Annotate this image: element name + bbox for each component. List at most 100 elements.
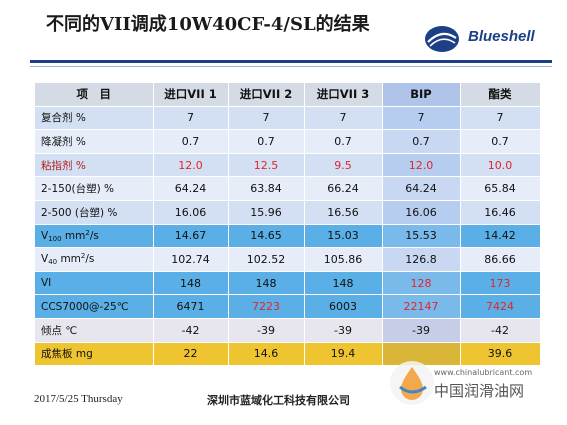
- table-cell: 148: [304, 271, 383, 296]
- table-row: V100 mm2/s 14.67 14.65 15.03 15.53 14.42: [35, 224, 541, 249]
- table-cell: 148: [153, 271, 229, 296]
- row-label: V100 mm2/s: [35, 224, 154, 249]
- footer-date: 2017/5/25 Thursday: [34, 393, 123, 405]
- table-cell: 12.5: [228, 153, 305, 178]
- table-cell: 15.96: [228, 200, 305, 225]
- table-cell: 7: [153, 106, 229, 131]
- table-cell: 16.06: [153, 200, 229, 225]
- blueshell-logo: Blueshell: [424, 24, 554, 56]
- label-subscript: 40: [48, 258, 58, 267]
- footer-company: 深圳市蓝域化工科技有限公司: [207, 394, 350, 407]
- row-label: 复合剂 %: [35, 106, 154, 131]
- table-row: 2-150(台塑) % 64.24 63.84 66.24 64.24 65.8…: [35, 176, 541, 201]
- label-unit: mm: [61, 229, 86, 242]
- row-label: VI: [35, 271, 154, 296]
- table-cell: 0.7: [382, 129, 461, 154]
- table-cell: 19.4: [304, 342, 383, 367]
- table-row: 倾点 ℃ -42 -39 -39 -39 -42: [35, 318, 541, 343]
- table-header-row: 项 目 进口VII 1 进口VII 2 进口VII 3 BIP 酯类: [35, 83, 541, 107]
- label-unit: mm: [57, 253, 81, 266]
- header-bip: BIP: [382, 83, 461, 107]
- title-divider: [30, 60, 552, 63]
- table-cell: 16.56: [304, 200, 383, 225]
- table-row: 粘指剂 % 12.0 12.5 9.5 12.0 10.0: [35, 153, 541, 178]
- label-unit-tail: /s: [89, 229, 99, 242]
- title-divider-thin: [30, 66, 552, 67]
- slide-title: 不同的VII调成10W40CF-4/SL的结果: [46, 14, 370, 35]
- table-cell: 12.0: [382, 153, 461, 178]
- table-cell: 148: [228, 271, 305, 296]
- header-vii-2: 进口VII 2: [228, 83, 305, 107]
- table-cell: 14.6: [228, 342, 305, 367]
- row-label: 倾点 ℃: [35, 318, 154, 343]
- label-superscript: 2: [80, 252, 86, 261]
- table-cell: 7: [460, 106, 541, 131]
- row-label: 成焦板 mg: [35, 342, 154, 367]
- watermark-url: www.chinalubricant.com: [434, 368, 533, 377]
- table-cell: 64.24: [153, 176, 229, 201]
- table-cell: -42: [460, 318, 541, 343]
- table-row: CCS7000@-25℃ 6471 7223 6003 22147 7424: [35, 294, 541, 319]
- table-cell: 22: [153, 342, 229, 367]
- results-table: 项 目 进口VII 1 进口VII 2 进口VII 3 BIP 酯类 复合剂 %…: [35, 83, 541, 367]
- row-label: 降凝剂 %: [35, 129, 154, 154]
- table-cell: 16.06: [382, 200, 461, 225]
- table-cell: -42: [153, 318, 229, 343]
- table-row: VI 148 148 148 128 173: [35, 271, 541, 296]
- table-cell: 64.24: [382, 176, 461, 201]
- table-cell: 7: [382, 106, 461, 131]
- table-cell: 22147: [382, 294, 461, 319]
- label-superscript: 2: [85, 228, 90, 237]
- label-main: V: [41, 229, 49, 242]
- row-label: V40 mm2/s: [35, 247, 154, 272]
- row-label: 粘指剂 %: [35, 153, 154, 178]
- header-vii-1: 进口VII 1: [153, 83, 229, 107]
- header-item: 项 目: [35, 83, 154, 107]
- table-cell: 126.8: [382, 247, 461, 272]
- table-cell: 9.5: [304, 153, 383, 178]
- table-cell: 105.86: [304, 247, 383, 272]
- header-vii-3: 进口VII 3: [304, 83, 383, 107]
- watermark-drop-icon: [390, 361, 434, 405]
- table-cell: 66.24: [304, 176, 383, 201]
- table-cell: 16.46: [460, 200, 541, 225]
- watermark-name: 中国润滑油网: [434, 382, 525, 400]
- table-cell: 7223: [228, 294, 305, 319]
- logo-text: Blueshell: [468, 28, 535, 45]
- header-ester: 酯类: [460, 83, 541, 107]
- table-cell: 63.84: [228, 176, 305, 201]
- table-cell: 6003: [304, 294, 383, 319]
- table-cell: 7424: [460, 294, 541, 319]
- shell-logo-icon: [425, 26, 459, 52]
- table-cell: 6471: [153, 294, 229, 319]
- table-cell: 86.66: [460, 247, 541, 272]
- table-cell: 7: [304, 106, 383, 131]
- label-unit-tail: /s: [85, 253, 95, 266]
- table-cell: 102.74: [153, 247, 229, 272]
- table-cell: -39: [228, 318, 305, 343]
- table-row: 降凝剂 % 0.7 0.7 0.7 0.7 0.7: [35, 129, 541, 154]
- row-label: 2-500 (台塑) %: [35, 200, 154, 225]
- table-cell: 39.6: [460, 342, 541, 367]
- table-row: 成焦板 mg 22 14.6 19.4 39.6: [35, 342, 541, 367]
- table-cell: 7: [228, 106, 305, 131]
- table-cell: 14.42: [460, 224, 541, 249]
- table-row: 复合剂 % 7 7 7 7 7: [35, 106, 541, 131]
- table-cell: 102.52: [228, 247, 305, 272]
- table-cell: 14.67: [153, 224, 229, 249]
- row-label: 2-150(台塑) %: [35, 176, 154, 201]
- table-cell: 12.0: [153, 153, 229, 178]
- table-cell: 128: [382, 271, 461, 296]
- table-cell: 65.84: [460, 176, 541, 201]
- label-main: V: [41, 253, 49, 266]
- table-row: 2-500 (台塑) % 16.06 15.96 16.56 16.06 16.…: [35, 200, 541, 225]
- table-cell: 10.0: [460, 153, 541, 178]
- table-cell: -39: [382, 318, 461, 343]
- table-cell: 15.53: [382, 224, 461, 249]
- table-cell: 0.7: [153, 129, 229, 154]
- table-cell: 14.65: [228, 224, 305, 249]
- row-label: CCS7000@-25℃: [35, 294, 154, 319]
- label-subscript: 100: [48, 234, 62, 243]
- table-cell: -39: [304, 318, 383, 343]
- table-cell: 173: [460, 271, 541, 296]
